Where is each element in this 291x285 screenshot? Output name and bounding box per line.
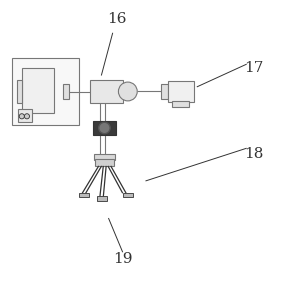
Circle shape (99, 122, 110, 134)
Circle shape (19, 114, 24, 119)
Bar (94, 154, 115, 160)
Text: 18: 18 (244, 147, 263, 161)
Bar (172, 101, 189, 107)
Text: 16: 16 (107, 11, 127, 26)
Bar (90, 80, 123, 103)
Text: 17: 17 (244, 61, 263, 76)
Bar (22, 68, 54, 113)
Bar (93, 121, 116, 135)
Circle shape (24, 114, 29, 119)
Bar (17, 80, 22, 103)
Circle shape (118, 82, 137, 101)
Bar (63, 84, 69, 99)
Bar (168, 81, 194, 102)
Bar (18, 109, 31, 122)
Bar (162, 84, 168, 99)
Bar (97, 196, 107, 201)
Bar (12, 58, 79, 125)
Bar (123, 193, 133, 197)
Text: 19: 19 (113, 252, 132, 266)
Bar (79, 193, 89, 197)
Bar (95, 159, 114, 166)
